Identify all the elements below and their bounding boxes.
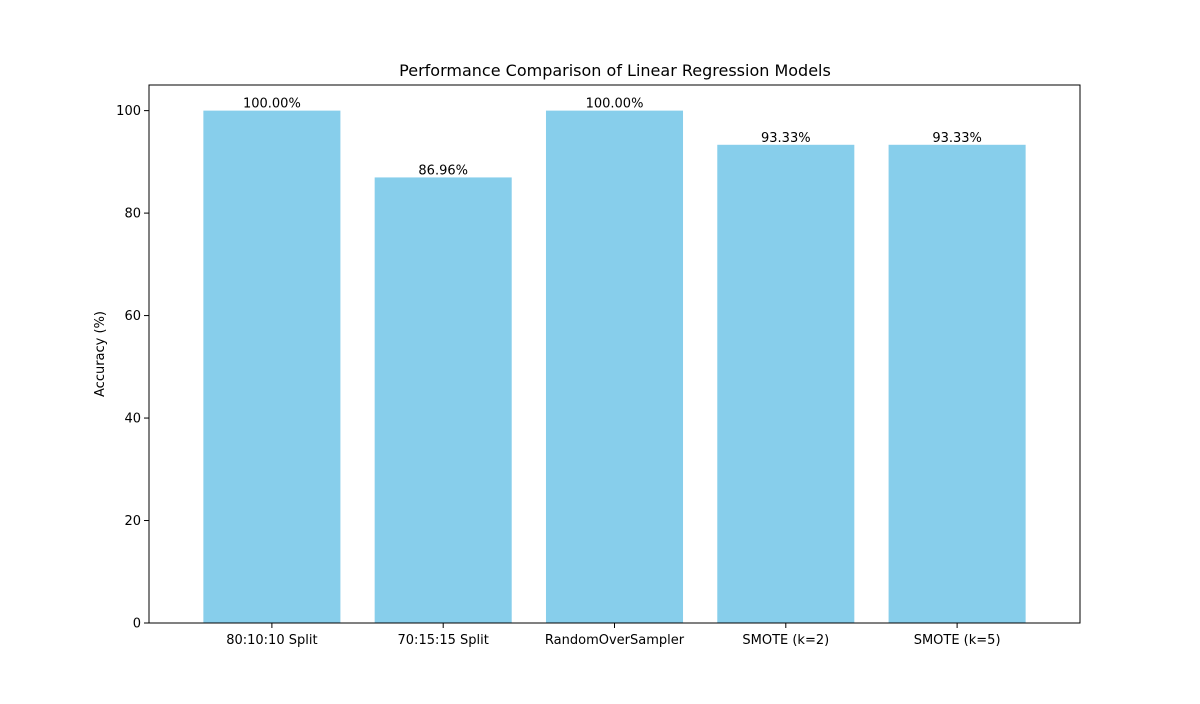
y-tick-label-5: 100 <box>116 104 141 119</box>
chart-title: Performance Comparison of Linear Regress… <box>399 61 831 80</box>
y-tick-label-0: 0 <box>133 617 141 632</box>
bar-4 <box>888 144 1026 624</box>
data-labels-layer: 100.00% 86.96% 100.00% 93.33% 93.33% <box>243 97 982 179</box>
y-tick-label-1: 20 <box>124 514 141 529</box>
data-label-2: 100.00% <box>586 97 644 112</box>
data-label-0: 100.00% <box>243 97 301 112</box>
data-label-1: 86.96% <box>418 163 468 178</box>
x-tick-label-3: SMOTE (k=2) <box>742 633 829 648</box>
plot-frame <box>148 84 1081 624</box>
bar-0 <box>203 110 341 624</box>
bar-1 <box>374 177 512 623</box>
x-tick-label-2: RandomOverSampler <box>545 633 685 648</box>
x-tick-label-1: 70:15:15 Split <box>398 633 489 648</box>
y-axis-label: Accuracy (%) <box>93 311 108 397</box>
x-tick-label-0: 80:10:10 Split <box>226 633 317 648</box>
data-label-4: 93.33% <box>932 131 982 146</box>
bar-3 <box>717 144 855 624</box>
x-axis: 80:10:10 Split 70:15:15 Split RandomOverSa… <box>226 623 1001 648</box>
data-label-3: 93.33% <box>761 131 811 146</box>
y-tick-label-2: 40 <box>124 412 141 427</box>
bars-layer <box>203 110 1026 624</box>
y-axis: 0 20 40 60 80 100 <box>116 104 149 632</box>
y-tick-label-4: 80 <box>124 207 141 222</box>
x-tick-label-4: SMOTE (k=5) <box>914 633 1001 648</box>
y-tick-label-3: 60 <box>124 309 141 324</box>
bar-2 <box>545 110 684 624</box>
